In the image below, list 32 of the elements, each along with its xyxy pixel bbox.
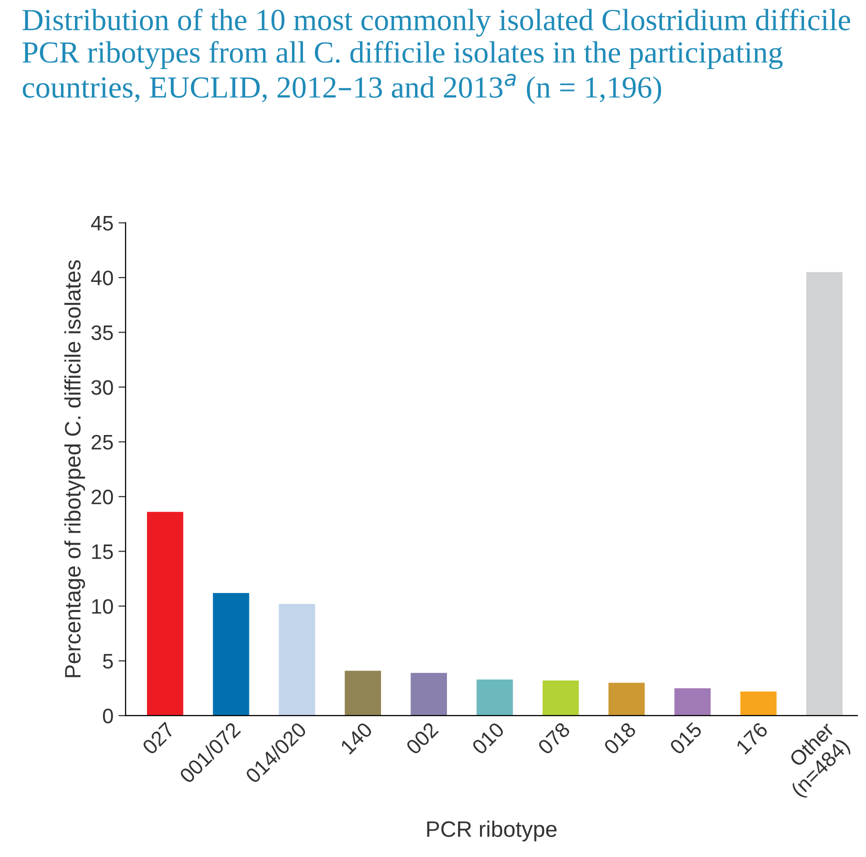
y-tick-label: 45 xyxy=(91,216,113,231)
bar xyxy=(476,679,513,716)
x-axis-title: PCR ribotype xyxy=(427,820,557,842)
bar xyxy=(146,512,184,716)
y-tick-label: 5 xyxy=(103,654,113,669)
x-tick-label: 078 xyxy=(537,721,571,756)
y-tick-label: 15 xyxy=(92,544,113,560)
x-tick-label: 010 xyxy=(471,721,505,756)
y-tick-label: 25 xyxy=(92,434,113,450)
y-axis-title: Percentage of ribotyped C. difficile isolates xyxy=(64,260,86,678)
x-tick-label: 140 xyxy=(340,721,374,755)
x-tick-label: 176 xyxy=(735,721,769,755)
y-tick-label: 40 xyxy=(91,270,113,286)
bar xyxy=(806,272,843,716)
x-tick-label: 027 xyxy=(142,722,176,756)
y-tick-label: 10 xyxy=(92,599,113,614)
y-tick-label: 20 xyxy=(92,490,113,504)
x-tick-label: 002 xyxy=(405,722,439,756)
y-tick-label: 30 xyxy=(91,380,113,395)
x-tick-label: 018 xyxy=(602,721,637,756)
x-tick-label: 015 xyxy=(668,721,703,756)
bar xyxy=(608,682,645,716)
bar xyxy=(674,688,711,716)
chart-title: Distribution of the 10 most commonly isolated Clostridium difficile PCR ribotypes from all C. difficile isolates in the participating countries, EUCLID, 2012–13 and 2013$^{a}$ (n = 1,196) xyxy=(22,8,850,104)
bar xyxy=(278,604,316,716)
y-tick-label: 35 xyxy=(91,325,113,340)
y-tick-label: 0 xyxy=(102,708,113,724)
bar xyxy=(212,592,250,716)
bar xyxy=(740,692,777,716)
bar xyxy=(542,680,579,716)
bar xyxy=(410,672,447,716)
bar xyxy=(344,670,382,716)
